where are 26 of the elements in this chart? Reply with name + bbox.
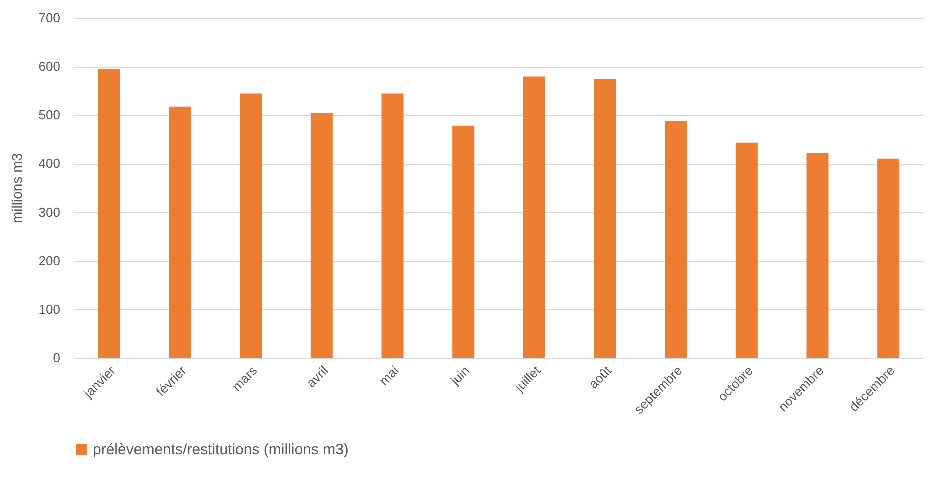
- y-tick-label: 400: [38, 156, 60, 172]
- y-tick-label: 500: [38, 108, 60, 123]
- y-tick-label: 200: [38, 253, 60, 268]
- bar: [98, 69, 120, 358]
- bar: [594, 79, 616, 358]
- bar: [523, 76, 546, 358]
- bar: [310, 113, 333, 358]
- bar: [806, 153, 829, 358]
- y-tick-label: 700: [38, 10, 60, 26]
- x-tick-label: août: [586, 362, 615, 392]
- y-tick-label: 0: [53, 350, 60, 366]
- bar: [665, 120, 688, 358]
- y-tick-label: 600: [38, 59, 60, 74]
- x-tick-label: avril: [304, 363, 332, 391]
- bar: [240, 94, 262, 358]
- bar: [878, 158, 900, 358]
- x-tick-label: juin: [447, 363, 473, 389]
- y-tick-label: 300: [38, 204, 60, 220]
- x-tick-label: mai: [376, 363, 402, 389]
- bar: [169, 106, 192, 358]
- bar: [452, 126, 475, 358]
- legend-label: prélèvements/restitutions (millions m3): [93, 442, 349, 458]
- bar: [382, 94, 404, 358]
- bar: [736, 142, 758, 358]
- y-axis-title: millions m3: [8, 153, 25, 224]
- y-tick-label: 100: [38, 302, 60, 317]
